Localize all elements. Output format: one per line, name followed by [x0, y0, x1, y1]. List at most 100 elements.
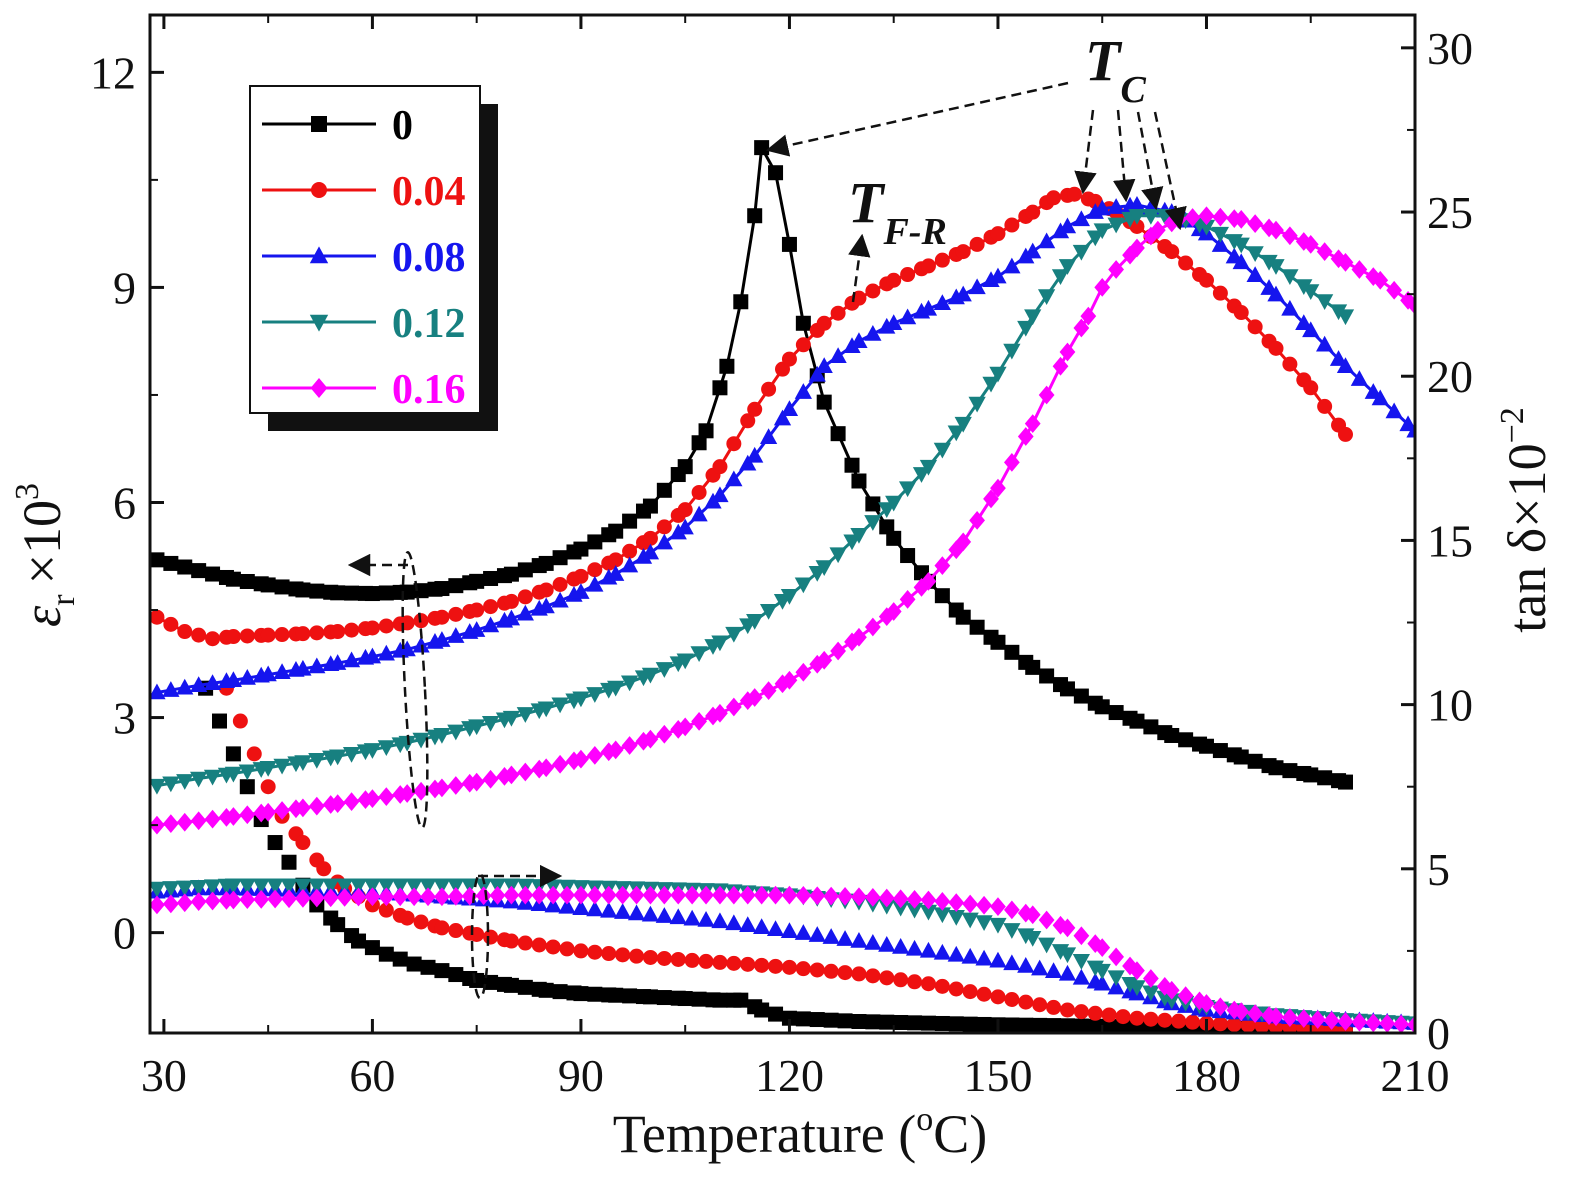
tan-delta-point: [281, 889, 297, 909]
permittivity-point: [190, 676, 208, 693]
tan-delta-point: [684, 952, 700, 968]
permittivity-point: [162, 681, 180, 697]
permittivity-point: [969, 236, 985, 252]
permittivity-point: [342, 746, 361, 763]
permittivity-point: [1086, 230, 1104, 247]
tan-delta-point: [712, 992, 728, 1008]
permittivity-point: [205, 566, 221, 582]
permittivity-point: [551, 697, 569, 714]
permittivity-point: [447, 724, 465, 741]
tan-delta-point: [1407, 1015, 1415, 1033]
permittivity-point: [1129, 218, 1145, 234]
tan-delta-point: [1072, 954, 1090, 970]
tan-delta-point: [712, 954, 728, 970]
tan-delta-point: [350, 887, 367, 907]
permittivity-point: [954, 416, 972, 433]
tan-delta-point: [642, 949, 658, 965]
permittivity-point: [1024, 242, 1042, 259]
permittivity-point: [934, 556, 951, 575]
series-0: [150, 140, 1353, 1033]
permittivity-point: [398, 735, 416, 752]
permittivity-point: [1198, 206, 1215, 226]
permittivity-point: [1232, 253, 1250, 270]
tan-delta-point: [641, 905, 660, 922]
permittivity-point: [1017, 320, 1035, 337]
permittivity-point: [433, 728, 451, 744]
tan-delta-point: [1087, 1018, 1103, 1033]
permittivity-point: [274, 579, 290, 595]
legend-item-0: 0: [262, 103, 413, 149]
x-tick-label: 120: [755, 1050, 824, 1101]
tan-delta-point: [1163, 993, 1181, 1010]
permittivity-point: [150, 552, 165, 568]
tan-delta-point: [907, 974, 923, 990]
permittivity-point: [795, 662, 812, 682]
tan-delta-point: [795, 961, 811, 977]
permittivity-point: [203, 769, 222, 786]
permittivity-point: [816, 394, 832, 410]
permittivity-point: [920, 258, 936, 274]
tan-delta-point: [1087, 1005, 1103, 1021]
permittivity-point: [955, 532, 972, 552]
permittivity-point: [572, 583, 590, 599]
permittivity-point: [308, 796, 325, 816]
permittivity-point: [551, 591, 569, 608]
permittivity-point: [225, 571, 241, 587]
permittivity-point: [343, 792, 360, 811]
permittivity-point: [990, 634, 1006, 650]
permittivity-point: [448, 606, 464, 622]
permittivity-point: [538, 758, 555, 778]
tan-delta-point: [586, 900, 604, 917]
permittivity-point: [1059, 342, 1076, 362]
legend-swatch-marker: [310, 378, 328, 398]
permittivity-point: [1143, 719, 1159, 735]
tan-delta-point: [552, 984, 568, 1000]
tfr-label: TF-R: [848, 170, 947, 253]
tan-delta-point: [711, 912, 729, 929]
permittivity-point: [552, 754, 568, 774]
tan-delta-point: [1017, 957, 1035, 973]
permittivity-point: [677, 502, 693, 518]
permittivity-point: [780, 400, 799, 417]
tan-delta-point: [920, 890, 937, 910]
permittivity-point: [238, 764, 256, 781]
tan-delta-point: [1268, 1007, 1284, 1026]
y-left-tick-label: 0: [113, 908, 136, 959]
tan-delta-point: [934, 1015, 950, 1031]
permittivity-point: [1232, 237, 1250, 254]
permittivity-point: [691, 435, 707, 451]
permittivity-point: [176, 812, 193, 832]
permittivity-point: [225, 807, 242, 826]
permittivity-point: [864, 617, 881, 637]
permittivity-point: [1268, 760, 1284, 776]
permittivity-point: [1073, 688, 1089, 704]
x-tick-label: 60: [349, 1050, 395, 1101]
permittivity-point: [483, 570, 499, 586]
tan-delta-point: [330, 917, 346, 933]
permittivity-point: [413, 781, 429, 801]
tan-delta-point: [162, 894, 179, 914]
permittivity-point: [711, 486, 729, 503]
permittivity-point: [205, 631, 221, 647]
tan-delta-point: [295, 835, 311, 851]
tan-delta-point: [280, 878, 298, 895]
permittivity-point: [955, 609, 971, 625]
permittivity-point: [177, 624, 193, 640]
tan-delta-point: [655, 907, 673, 923]
tan-delta-point: [364, 887, 381, 907]
permittivity-point: [920, 571, 937, 591]
data-layer: [150, 140, 1415, 1033]
tan-delta-point: [225, 890, 242, 910]
tan-delta-point: [906, 889, 923, 909]
permittivity-point: [1267, 259, 1285, 275]
permittivity-point: [725, 470, 743, 487]
permittivity-point: [746, 614, 764, 630]
permittivity-point: [885, 602, 902, 621]
tan-delta-point: [531, 885, 548, 905]
tan-delta-point: [864, 888, 881, 907]
tan-delta-point: [1157, 1012, 1173, 1028]
tan-delta-point: [892, 900, 910, 917]
permittivity-point: [754, 140, 770, 156]
permittivity-point: [573, 568, 589, 584]
tan-delta-point: [795, 886, 812, 905]
